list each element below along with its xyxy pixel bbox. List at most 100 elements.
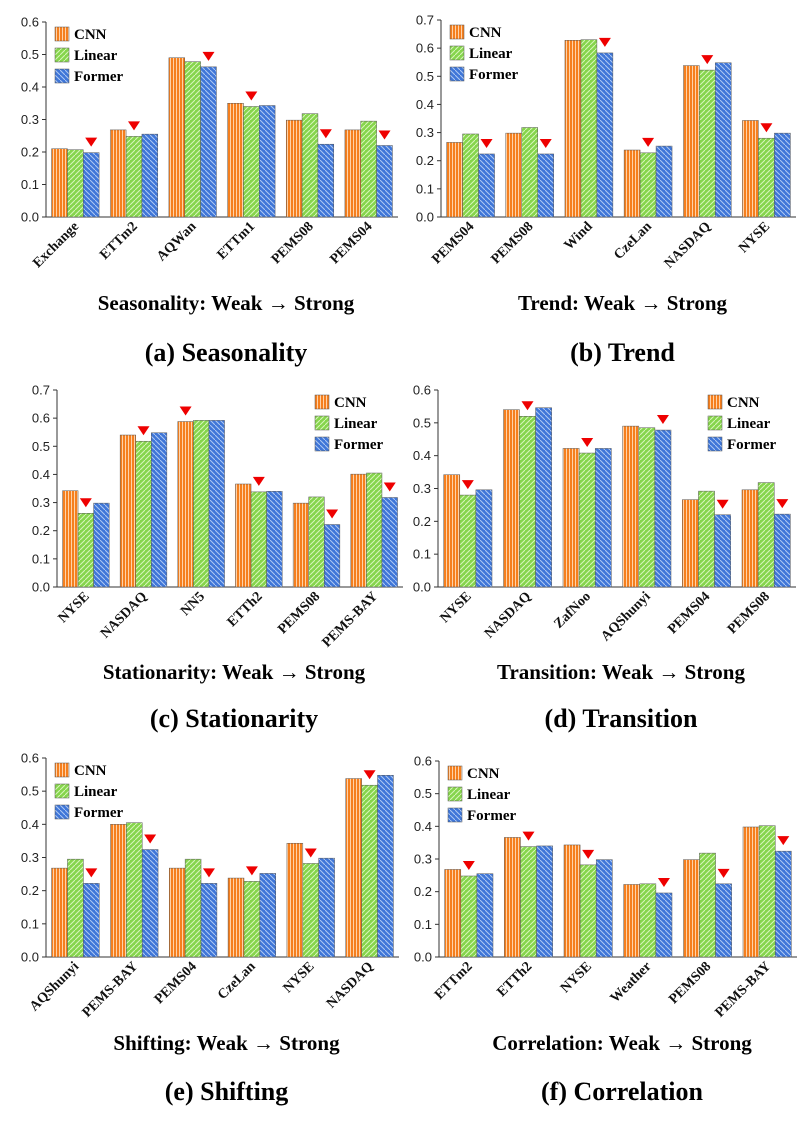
category-label: PEMS04	[152, 959, 200, 1007]
category-label: ETTm1	[215, 219, 259, 263]
best-marker-icon	[137, 426, 150, 436]
bar-cnn	[235, 483, 252, 588]
bar-cnn	[168, 57, 185, 218]
legend-label: Linear	[74, 784, 118, 800]
legend-swatch-former	[54, 68, 70, 84]
best-marker-icon	[326, 509, 339, 519]
panel-caption: (a) Seasonality	[145, 338, 308, 367]
chart-panel-1: 0.0 0.1 0.2 0.3 0.4 0.5 0.6 Exchange ETTm2 AQWan E…	[21, 15, 398, 367]
category-label: Exchange	[30, 219, 82, 271]
bar-former	[715, 883, 732, 958]
bar-former	[141, 849, 159, 958]
legend: CNN Linear Former	[447, 765, 516, 824]
bar-cnn	[119, 434, 136, 588]
bar-linear	[579, 864, 597, 958]
category-label: NASDAQ	[98, 589, 150, 641]
best-marker-icon	[522, 831, 535, 841]
legend: CNN Linear Former	[314, 394, 383, 453]
bar-cnn	[169, 867, 186, 958]
bar-former	[259, 873, 276, 958]
bar-former	[93, 502, 110, 588]
legend-swatch-cnn	[314, 394, 330, 410]
legend-label: Former	[334, 437, 383, 453]
category-label: NASDAQ	[662, 219, 714, 271]
bar-linear	[243, 881, 261, 958]
bar-linear	[184, 61, 201, 218]
bar-linear	[758, 825, 776, 958]
best-marker-icon	[462, 860, 475, 870]
bar-cnn	[683, 859, 700, 958]
bar-linear	[578, 452, 596, 588]
bar-cnn	[350, 473, 367, 588]
best-marker-icon	[79, 498, 92, 508]
y-tick-label: 0.5	[21, 47, 39, 62]
bar-former	[381, 497, 398, 588]
bar-linear	[302, 863, 319, 958]
category-label: ETTm2	[97, 219, 141, 263]
bar-linear	[250, 491, 267, 588]
bar-linear	[77, 513, 94, 588]
best-marker-icon	[245, 866, 258, 876]
bar-former	[655, 892, 673, 958]
y-tick-label: 0.3	[32, 495, 50, 510]
y-tick-label: 0.0	[413, 580, 431, 595]
category-label: NYSE	[56, 589, 93, 626]
bar-linear	[193, 420, 210, 588]
category-label: ZafNoo	[551, 589, 594, 632]
y-tick-label: 0.5	[413, 415, 431, 430]
bar-cnn	[742, 826, 760, 958]
y-tick-label: 0.1	[21, 177, 39, 192]
x-axis-title: Transition: Weak → Strong	[497, 660, 745, 684]
category-label: AQWan	[154, 219, 199, 264]
bar-former	[83, 152, 100, 218]
best-marker-icon	[85, 868, 98, 878]
bar-cnn	[344, 129, 361, 218]
bar-former	[141, 133, 159, 218]
bar-linear	[243, 106, 260, 218]
y-tick-label: 0.7	[32, 383, 50, 398]
category-label: NYSE	[281, 959, 318, 996]
bar-former	[324, 524, 341, 588]
legend-swatch-cnn	[449, 24, 465, 40]
bar-cnn	[110, 824, 127, 958]
bar-former	[655, 145, 673, 218]
legend-label: Linear	[467, 787, 511, 803]
legend-swatch-linear	[449, 45, 465, 61]
legend-label: Former	[74, 69, 123, 85]
legend-label: CNN	[727, 395, 760, 411]
bar-cnn	[285, 119, 303, 218]
category-label: NYSE	[438, 589, 475, 626]
category-label: PEMS04	[665, 589, 713, 637]
category-label: PEMS-BAY	[320, 589, 381, 650]
y-tick-label: 0.0	[416, 210, 434, 225]
best-marker-icon	[657, 877, 670, 887]
y-tick-label: 0.3	[21, 112, 39, 127]
legend-label: Former	[727, 437, 776, 453]
best-marker-icon	[598, 37, 611, 47]
bar-cnn	[345, 778, 362, 958]
y-tick-label: 0.6	[21, 751, 39, 766]
bar-linear	[184, 858, 202, 958]
bar-cnn	[504, 837, 521, 958]
bar-cnn	[742, 120, 759, 218]
bar-former	[774, 850, 792, 958]
bar-cnn	[563, 844, 581, 958]
bar-former	[259, 105, 276, 218]
bar-cnn	[503, 409, 520, 588]
bar-linear	[462, 133, 479, 218]
bar-former	[266, 491, 283, 588]
y-tick-label: 0.2	[414, 884, 432, 899]
legend-label: Former	[469, 67, 518, 83]
best-marker-icon	[304, 848, 317, 858]
bar-cnn	[446, 142, 463, 218]
panel-caption: (b) Trend	[570, 338, 675, 367]
y-tick-label: 0.1	[21, 916, 39, 931]
bar-cnn	[682, 499, 699, 588]
y-tick-label: 0.3	[416, 125, 434, 140]
best-marker-icon	[582, 849, 595, 859]
best-marker-icon	[521, 401, 534, 411]
best-marker-icon	[717, 868, 730, 878]
category-label: NYSE	[558, 959, 595, 996]
y-tick-label: 0.1	[416, 181, 434, 196]
